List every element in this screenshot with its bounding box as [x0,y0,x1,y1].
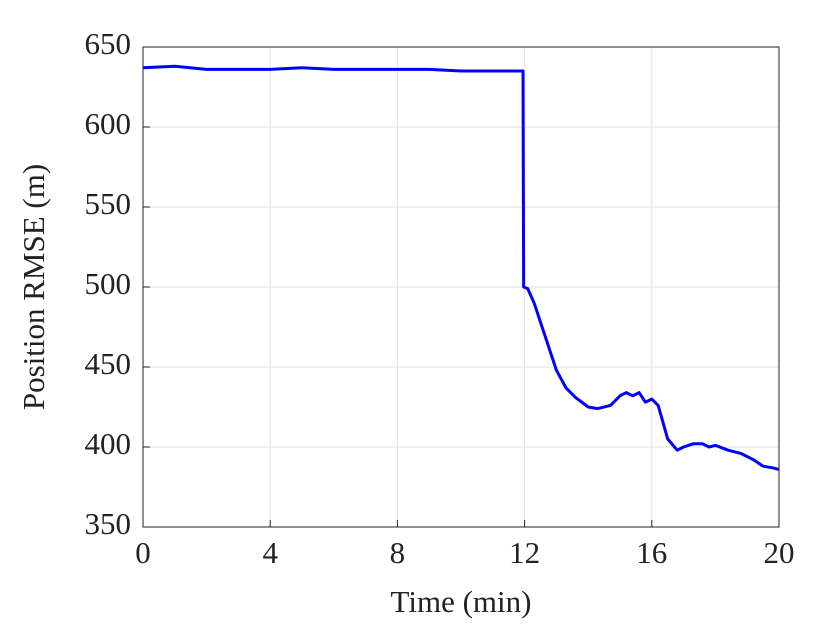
x-tick-label: 8 [390,535,406,570]
y-tick-label: 550 [85,186,132,221]
y-tick-label: 450 [85,346,132,381]
y-tick-label: 600 [85,106,132,141]
x-tick-label: 20 [764,535,795,570]
plot-frame [142,46,780,528]
y-axis-label: Position RMSE (m) [16,164,51,410]
x-axis-label: Time (min) [391,584,532,619]
x-tick-label: 0 [135,535,151,570]
x-tick-label: 16 [636,535,667,570]
y-tick-label: 650 [85,26,132,61]
x-tick-label: 4 [262,535,278,570]
y-tick-label: 400 [85,426,132,461]
y-tick-label: 350 [85,506,132,541]
x-tick-label: 12 [509,535,540,570]
y-tick-label: 500 [85,266,132,301]
data-line [142,64,780,471]
